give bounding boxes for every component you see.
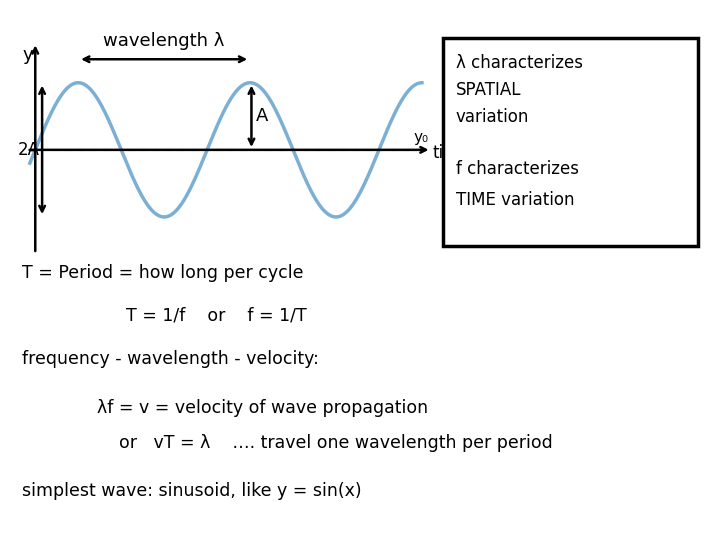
Text: variation: variation xyxy=(456,108,529,126)
Text: SPATIAL: SPATIAL xyxy=(456,81,521,99)
Text: λ characterizes: λ characterizes xyxy=(456,54,582,72)
Text: y: y xyxy=(23,46,34,64)
Text: A: A xyxy=(256,107,268,125)
Text: or   vT = λ    …. travel one wavelength per period: or vT = λ …. travel one wavelength per p… xyxy=(119,434,552,452)
Text: λf = v = velocity of wave propagation: λf = v = velocity of wave propagation xyxy=(97,399,428,417)
Text: wavelength λ: wavelength λ xyxy=(104,32,225,50)
Text: T = 1/f    or    f = 1/T: T = 1/f or f = 1/T xyxy=(126,307,307,325)
Text: time: time xyxy=(433,144,470,162)
Text: TIME variation: TIME variation xyxy=(456,191,575,209)
Text: T = Period = how long per cycle: T = Period = how long per cycle xyxy=(22,264,303,282)
Text: f characterizes: f characterizes xyxy=(456,160,579,178)
Text: simplest wave: sinusoid, like y = sin(x): simplest wave: sinusoid, like y = sin(x) xyxy=(22,482,361,501)
Text: y₀: y₀ xyxy=(414,130,429,145)
Text: frequency - wavelength - velocity:: frequency - wavelength - velocity: xyxy=(22,350,318,368)
Text: 2A: 2A xyxy=(17,141,40,159)
